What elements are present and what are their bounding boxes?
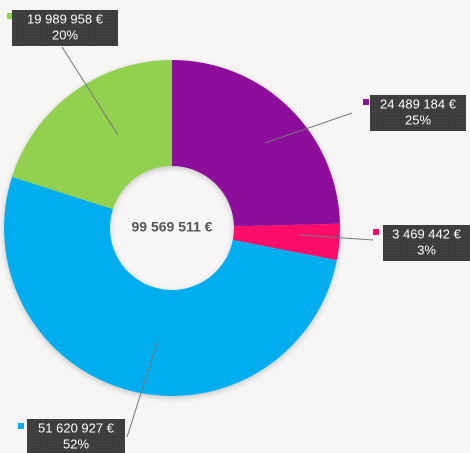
leader-line [299, 234, 374, 241]
donut-slice [3, 176, 337, 397]
donut [3, 60, 340, 397]
percent-label: 20% [52, 27, 78, 42]
value-label: 3 469 442 € [392, 226, 461, 241]
value-label: 24 489 184 € [380, 96, 457, 111]
value-label: 51 620 927 € [38, 420, 115, 435]
legend-swatch [18, 423, 24, 429]
legend-swatch [363, 99, 369, 105]
leader-line [264, 112, 353, 144]
percent-label: 3% [417, 242, 436, 257]
percent-label: 25% [405, 112, 431, 127]
total-label: 99 569 511 € [132, 219, 213, 235]
donut-slice [172, 60, 340, 227]
label-box [383, 225, 470, 261]
leader-line [61, 46, 119, 136]
percent-label: 52% [63, 436, 89, 451]
label-box [370, 95, 466, 131]
label-box [12, 10, 118, 46]
donut-slice [11, 60, 172, 210]
leader-line [126, 339, 159, 438]
legend-swatch [7, 13, 13, 19]
donut-slice [232, 223, 340, 261]
label-box [27, 419, 125, 453]
legend-swatch [373, 229, 379, 235]
value-label: 19 989 958 € [27, 11, 104, 26]
